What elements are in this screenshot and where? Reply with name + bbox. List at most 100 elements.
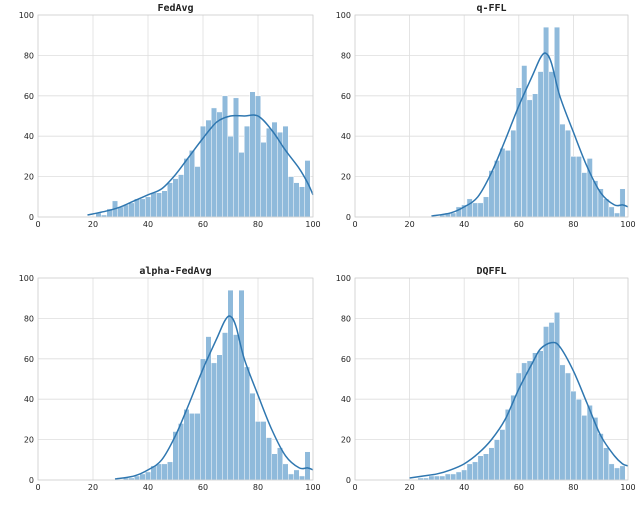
x-tick-label: 40 [459,483,469,492]
histogram-bar [178,174,184,218]
histogram-bar [260,142,267,218]
histogram-bar [510,129,517,218]
histogram-bar [543,326,550,481]
histogram-bar [532,352,539,481]
histogram-bar [433,475,440,481]
kde-curve [114,315,314,480]
x-tick-label: 60 [198,483,208,492]
x-tick-label: 60 [198,220,208,229]
kde-curve [409,341,629,479]
histogram-bar [472,202,479,218]
histogram-bar [564,372,571,481]
histogram-bar [493,439,500,481]
histogram-bar [570,390,577,481]
histogram-bar [532,93,539,218]
histogram-bar [156,192,162,218]
y-tick-label: 80 [24,314,34,323]
histogram-bar [444,473,451,481]
histogram-bar [455,471,462,481]
x-tick-label: 20 [405,483,415,492]
histogram-bar [450,212,457,218]
x-tick-label: 40 [143,220,153,229]
histogram-bar [266,437,272,481]
x-tick-label: 80 [253,220,263,229]
histogram-bar [581,172,588,218]
histogram-bar [293,182,300,218]
x-tick-label: 0 [35,483,40,492]
x-tick-label: 80 [568,220,578,229]
histogram-bar [493,160,500,218]
plot-frame [354,277,629,481]
histogram-bar [255,421,261,481]
subplot-q-ffl: q-FFL 0 20 40 60 80 100 0 20 40 60 80 100 [336,3,636,229]
histogram-bar [183,158,190,218]
histogram-bar [227,135,234,218]
histogram-bar [559,123,566,218]
histogram-bar [134,198,140,218]
x-tick-label: 20 [88,220,98,229]
histogram-bar [233,334,239,481]
subplot-title: DQFFL [476,266,506,277]
histogram-bar [483,453,490,481]
histogram-bar [575,398,582,481]
histogram-bar [483,196,490,218]
histogram-bar [466,463,473,481]
subplot-dqffl: DQFFL 0 20 40 60 80 100 0 20 40 60 80 100 [336,266,636,492]
histogram-bars [95,91,311,218]
histogram-bar [282,463,289,481]
histogram-bar [614,467,621,481]
histogram-bar [167,461,173,481]
histogram-bar [139,473,146,481]
y-tick-label: 40 [341,395,351,404]
y-tick-label: 60 [341,92,351,101]
y-tick-label: 20 [24,173,34,182]
histogram-bar [537,350,544,481]
y-tick-label: 20 [24,436,34,445]
histogram-bar [581,415,588,481]
histogram-bar [216,354,223,481]
histogram-bar [167,182,173,218]
x-tick-label: 40 [459,220,469,229]
subplot-fedavg: FedAvg 0 20 40 60 80 100 0 20 40 60 80 100 [19,3,321,229]
histogram-bar [145,471,151,481]
histogram-bar [472,461,479,481]
histogram-bar [619,465,626,481]
y-tick-label: 0 [346,476,351,485]
plot-frame [37,14,314,218]
histogram-bar [222,332,228,481]
histogram-bar [249,392,256,481]
histogram-bar [554,26,560,218]
histogram-bar [477,202,484,218]
histogram-bar [504,409,511,481]
histogram-bar [255,95,261,218]
histogram-bar [200,358,206,481]
histogram-bar [526,360,533,481]
histogram-bar [299,475,305,481]
y-tick-label: 40 [341,132,351,141]
histogram-bar [608,463,615,481]
histogram-bar [249,91,256,218]
histogram-bar [178,423,184,481]
x-tick-label: 100 [305,220,320,229]
histogram-bar [260,421,267,481]
histogram-bar [428,475,435,481]
histogram-bar [150,192,157,218]
x-tick-label: 60 [514,483,524,492]
x-tick-label: 80 [568,483,578,492]
histogram-bar [172,178,179,218]
y-tick-label: 40 [24,395,34,404]
y-tick-label: 100 [19,274,34,283]
histogram-bar [477,455,484,481]
subplot-title: q-FFL [476,3,506,14]
histogram-bar [461,469,468,481]
histogram-bar [597,433,604,481]
histogram-bar [128,202,135,218]
histogram-bar [559,364,566,481]
histogram-bar [299,186,305,218]
histogram-bar [123,204,129,218]
y-tick-label: 80 [24,51,34,60]
histogram-bar [189,413,195,481]
histogram-bar [145,196,151,218]
histogram-bar [564,129,571,218]
